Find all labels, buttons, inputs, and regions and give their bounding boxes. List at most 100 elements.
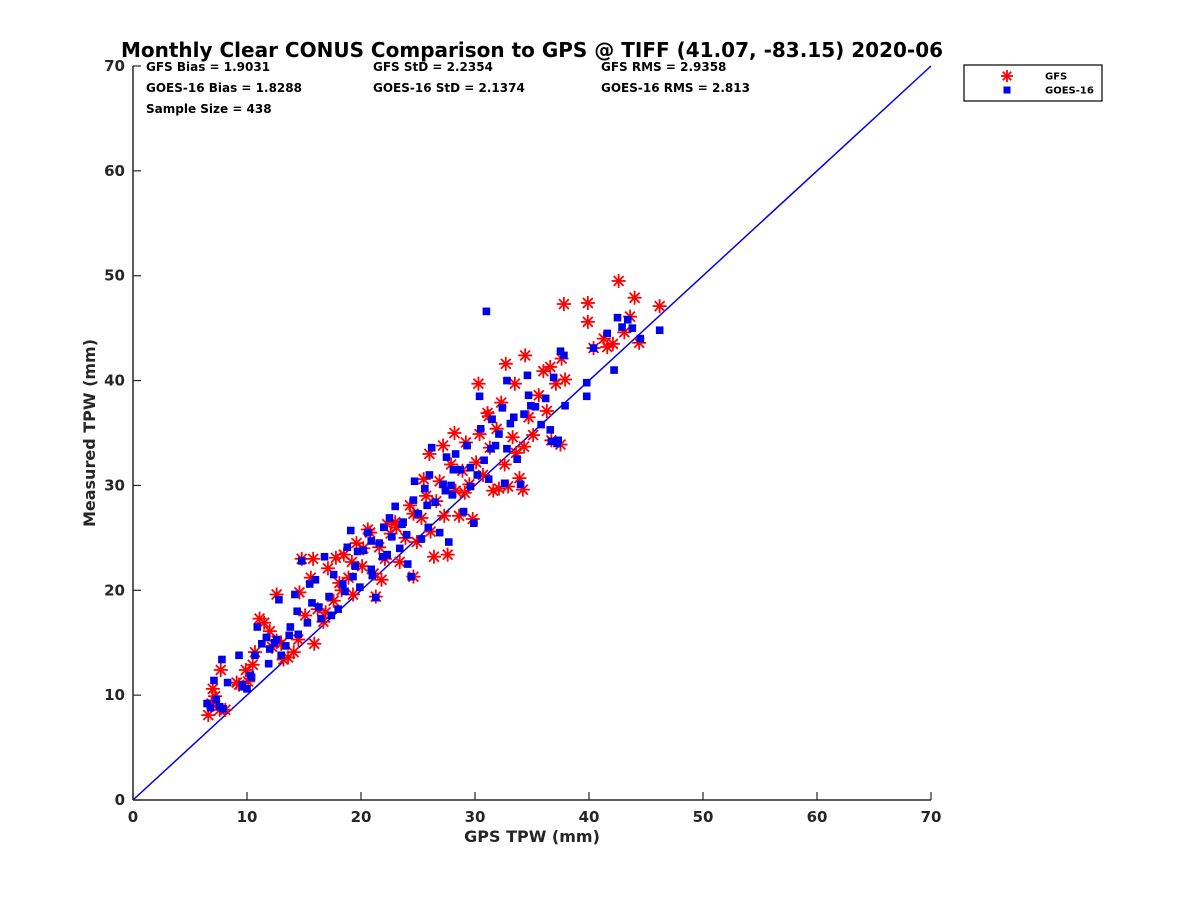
- goes-16-point: [466, 463, 475, 472]
- goes-16-point: [311, 576, 320, 584]
- goes-16-point: [315, 603, 323, 611]
- gfs-std-text: GFS StD = 2.2354: [373, 60, 493, 74]
- goes-16-point: [476, 425, 485, 433]
- goes-16-point: [491, 441, 500, 450]
- goes-16-point: [441, 486, 450, 495]
- gfs-point: [491, 481, 506, 496]
- goes-16-point: [582, 378, 591, 387]
- goes-16-point: [281, 642, 290, 650]
- goes-16-point: [439, 480, 447, 489]
- goes-16-point: [589, 344, 598, 352]
- gfs-point: [627, 290, 642, 305]
- gfs-point: [307, 636, 322, 651]
- gfs-point: [558, 372, 573, 387]
- goes-16-point: [531, 402, 540, 411]
- y-axis-label: Measured TPW (mm): [80, 339, 99, 527]
- gfs-point: [556, 297, 571, 312]
- gfs-point: [652, 299, 667, 314]
- goes-16-point: [556, 347, 565, 356]
- y-tick-label: 60: [104, 162, 125, 180]
- goes-16-point: [251, 651, 259, 660]
- gfs-point: [580, 314, 595, 329]
- goes-16-point: [451, 450, 460, 458]
- gfs-point: [605, 336, 620, 351]
- y-tick-label: 40: [104, 372, 125, 390]
- goes-16-point: [291, 590, 299, 599]
- goes-16-point: [628, 324, 637, 332]
- x-axis-label: GPS TPW (mm): [464, 827, 600, 846]
- gfs-rms-text: GFS RMS = 2.9358: [601, 60, 726, 74]
- y-tick-label: 30: [104, 476, 125, 494]
- goes-16-point: [305, 580, 314, 588]
- goes-16-point: [346, 526, 355, 535]
- goes-16-point: [516, 480, 525, 489]
- gfs-point: [517, 439, 532, 454]
- x-tick-label: 70: [921, 808, 942, 826]
- goes-16-point: [286, 623, 295, 631]
- goes-16-point: [262, 633, 271, 642]
- goes-16-point: [402, 530, 411, 539]
- goes-16-point: [655, 326, 664, 335]
- goes-16-point: [385, 514, 394, 522]
- gfs-point: [245, 657, 260, 672]
- gfs-point: [286, 645, 301, 660]
- goes-16-point: [546, 426, 555, 434]
- goes-16-point: [425, 471, 434, 479]
- goes-16-point: [297, 557, 306, 565]
- goes-16-point: [482, 307, 491, 316]
- goes-16-point: [409, 496, 418, 504]
- x-tick-label: 40: [579, 808, 600, 826]
- gfs-series: [201, 273, 667, 723]
- goes-16-point: [498, 404, 507, 412]
- goes-16-point: [403, 560, 412, 568]
- goes-16-point: [560, 351, 568, 360]
- goes-16-point: [487, 444, 495, 453]
- goes-16-point: [509, 413, 518, 422]
- goes-16-point: [293, 607, 301, 616]
- goes-16-point: [459, 507, 468, 516]
- goes-16-point: [520, 410, 528, 418]
- goes-16-point: [238, 682, 247, 691]
- sample-size-text: Sample Size = 438: [146, 102, 272, 116]
- goes-16-point: [537, 420, 545, 429]
- goes-16-point: [349, 572, 357, 581]
- gfs-point: [426, 549, 441, 564]
- statistics-block: GFS Bias = 1.9031 GFS StD = 2.2354 GFS R…: [146, 60, 750, 116]
- goes-16-point: [466, 482, 475, 491]
- goes-16-point: [364, 528, 372, 537]
- goes-16-point: [353, 547, 362, 556]
- goes-16-point: [294, 630, 303, 639]
- gfs-point: [505, 430, 520, 445]
- goes-16-point: [356, 583, 364, 591]
- goes-std-text: GOES-16 StD = 2.1374: [373, 81, 525, 95]
- goes-16-point: [272, 635, 281, 644]
- goes-16-point: [423, 501, 431, 510]
- goes-16-point: [398, 520, 406, 529]
- gfs-point: [326, 593, 341, 608]
- goes-16-point: [387, 533, 396, 541]
- goes-16-point: [391, 502, 399, 511]
- goes-16-point: [359, 546, 368, 555]
- goes-16-point: [610, 366, 618, 374]
- gfs-point: [497, 457, 512, 472]
- gfs-point: [600, 340, 615, 355]
- goes-16-point: [463, 441, 471, 450]
- goes-16-point: [246, 671, 255, 680]
- y-tick-label: 20: [104, 581, 125, 599]
- goes-16-point: [427, 443, 436, 452]
- goes-16-point: [582, 392, 591, 401]
- goes-16-point: [470, 519, 478, 527]
- legend-goes-16-marker: [1003, 86, 1011, 94]
- goes-16-point: [343, 543, 352, 552]
- goes-16-point: [506, 419, 515, 428]
- goes-16-point: [219, 704, 227, 713]
- goes-16-point: [435, 528, 444, 537]
- goes-16-point: [327, 611, 336, 620]
- goes-16-point: [561, 401, 569, 410]
- gfs-point: [471, 376, 486, 391]
- gfs-point: [416, 472, 431, 487]
- goes-16-series: [203, 307, 664, 713]
- goes-16-point: [223, 678, 232, 687]
- goes-16-point: [253, 623, 262, 631]
- legend: GFS GOES-16: [963, 64, 1103, 102]
